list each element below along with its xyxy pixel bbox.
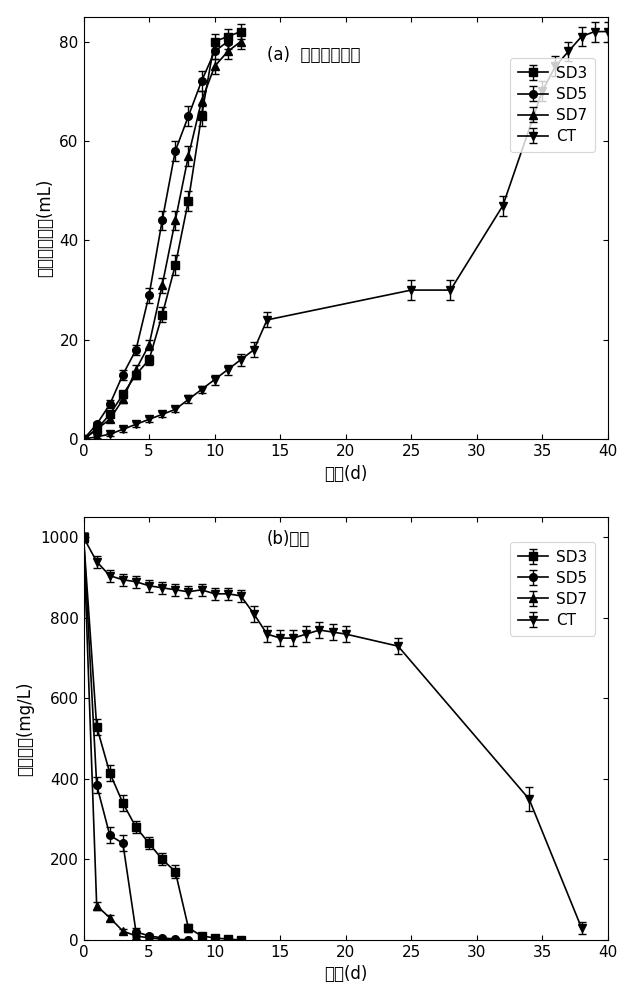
Legend: SD3, SD5, SD7, CT: SD3, SD5, SD7, CT [510, 542, 595, 636]
Text: (a)  累积产甲烷量: (a) 累积产甲烷量 [267, 46, 361, 64]
Y-axis label: 累积产甲烷量(mL): 累积产甲烷量(mL) [36, 179, 54, 277]
Text: (b)苯酚: (b)苯酚 [267, 530, 311, 548]
X-axis label: 时间(d): 时间(d) [324, 465, 367, 483]
Y-axis label: 苯酚浓度(mg/L): 苯酚浓度(mg/L) [16, 681, 35, 776]
Legend: SD3, SD5, SD7, CT: SD3, SD5, SD7, CT [510, 58, 595, 152]
X-axis label: 时间(d): 时间(d) [324, 965, 367, 983]
